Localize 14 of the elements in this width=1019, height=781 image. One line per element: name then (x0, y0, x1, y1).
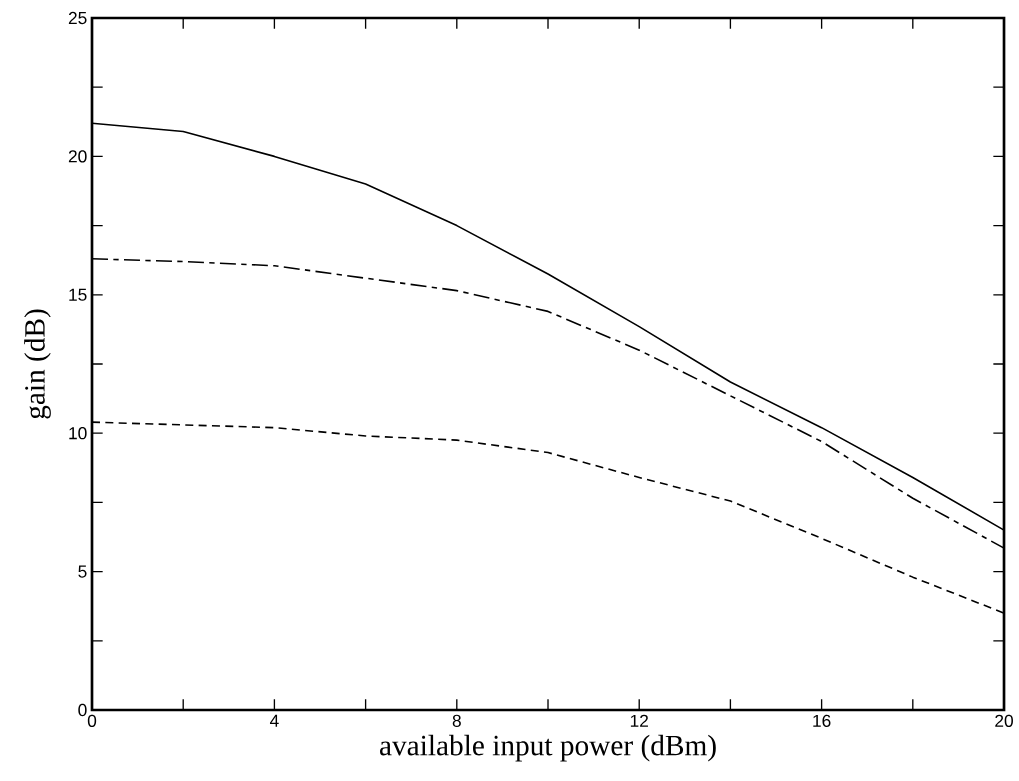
x-axis-title: available input power (dBm) (380, 734, 716, 762)
y-tick-label: 20 (68, 150, 87, 163)
y-tick-label: 5 (78, 565, 87, 578)
x-tick-label: 16 (813, 714, 831, 727)
x-tick-label: 20 (995, 714, 1013, 727)
y-axis-title: gain (dB) (24, 309, 51, 419)
y-tick-label: 15 (69, 288, 87, 301)
y-tick-label: 25 (68, 11, 87, 25)
y-tick-label: 10 (69, 427, 87, 440)
x-tick-label: 12 (630, 714, 648, 727)
y-tick-label: 0 (78, 703, 87, 717)
x-tick-label: 8 (452, 714, 461, 727)
x-tick-label: 4 (269, 714, 279, 727)
x-tick-label: 0 (87, 714, 97, 727)
